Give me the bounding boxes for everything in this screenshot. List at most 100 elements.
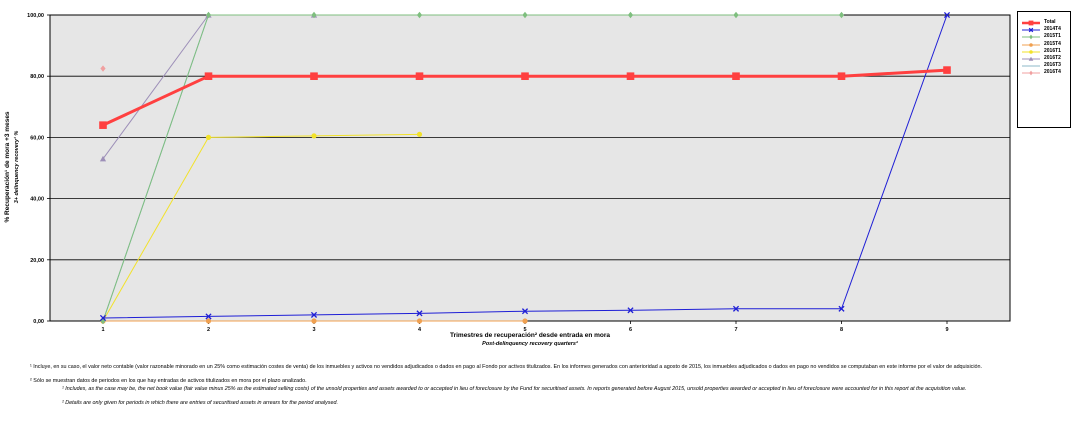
legend-label: 2016T3 (1044, 62, 1061, 69)
legend-label: 2015T1 (1044, 33, 1061, 40)
data-point (415, 72, 424, 80)
series-2015t1 (100, 11, 845, 325)
x-tick-label: 9 (945, 327, 948, 333)
x-tick-label: 7 (734, 327, 737, 333)
x-tick-label: 1 (101, 327, 104, 333)
y-axis-label-en: 3+ delinquency recovery¹ % (13, 131, 20, 204)
x-axis-ticks: 1 2 3 4 5 6 7 8 9 (101, 321, 949, 333)
series-2014t4 (99, 11, 951, 321)
legend-swatch (1022, 56, 1040, 61)
series-line (102, 14, 842, 322)
legend-swatch (1022, 49, 1040, 54)
legend-marker (1028, 20, 1034, 26)
data-point (310, 72, 318, 80)
legend-label: 2015T4 (1044, 40, 1061, 47)
legend-item: 2015T4 (1018, 40, 1070, 48)
data-point (838, 11, 845, 19)
y-axis-ticks: 0,00 20,00 40,00 60,00 80,00 100,00 (27, 13, 50, 325)
data-point (943, 11, 951, 19)
data-point (521, 72, 529, 80)
y-tick-label: 0,00 (33, 319, 44, 325)
data-point (99, 155, 107, 162)
x-tick-label: 6 (629, 327, 632, 333)
footnote-en-2: ² Details are only given for periods in … (62, 400, 338, 406)
data-point (204, 72, 213, 80)
y-tick-label: 80,00 (30, 74, 44, 80)
legend-item: 2016T3 (1018, 62, 1070, 69)
data-point (522, 318, 528, 324)
y-tick-label: 100,00 (27, 13, 44, 19)
legend-item: 2016T1 (1018, 47, 1070, 55)
legend: Total 2014T4 2015T1 2015T4 2016T1 2016T2 2016T… (1017, 11, 1071, 128)
legend-marker (1029, 42, 1033, 47)
legend-item: 2016T2 (1018, 55, 1070, 62)
x-tick-label: 3 (312, 327, 315, 333)
legend-label: 2014T4 (1044, 26, 1061, 33)
data-point (205, 318, 212, 324)
data-point (311, 133, 317, 139)
legend-label: 2016T2 (1044, 55, 1061, 61)
x-tick-label: 5 (523, 327, 526, 333)
legend-swatch (1022, 65, 1040, 67)
data-point (205, 313, 212, 320)
data-point (838, 305, 845, 312)
y-axis-label: % Recuperación¹ de mora +3 meses (4, 111, 11, 222)
y-tick-label: 40,00 (30, 197, 44, 203)
data-point (522, 11, 528, 19)
legend-marker (1029, 49, 1033, 54)
legend-marker (1029, 70, 1033, 76)
legend-item: Total (1018, 19, 1070, 26)
data-point (100, 317, 106, 325)
series-line (102, 133, 420, 322)
footnote-es-1: ¹ Incluye, en su caso, el valor neto con… (30, 364, 983, 370)
legend-item: 2015T1 (1018, 33, 1070, 40)
legend-swatch (1022, 70, 1040, 76)
footnote-es-2: ² Sólo se muestran datos de periodos en … (30, 378, 307, 384)
data-point (100, 65, 106, 72)
data-point (99, 314, 107, 321)
legend-swatch (1022, 27, 1040, 33)
data-point (311, 318, 317, 324)
x-axis-label-en: Post-delinquency recovery quarters² (482, 340, 578, 347)
y-tick-label: 60,00 (30, 135, 44, 141)
x-tick-label: 8 (840, 327, 843, 333)
data-point (732, 72, 740, 80)
data-point (205, 11, 212, 19)
legend-marker (1028, 27, 1034, 33)
series-2016t4 (100, 65, 106, 72)
data-point (99, 121, 107, 129)
plot-area (49, 14, 1011, 322)
data-point (521, 308, 529, 315)
x-tick-label: 4 (418, 327, 422, 333)
legend-item: 2014T4 (1018, 26, 1070, 33)
legend-label: 2016T1 (1044, 47, 1061, 54)
series-total (99, 66, 951, 129)
x-tick-label: 2 (207, 327, 210, 333)
legend-item: 2016T4 (1018, 69, 1070, 76)
data-point (416, 131, 423, 137)
x-axis-label: Trimestres de recuperación² desde entrad… (450, 332, 610, 339)
data-point (205, 134, 212, 140)
data-point (627, 11, 634, 19)
data-point (310, 311, 318, 318)
series-group (99, 11, 951, 325)
data-point (732, 305, 740, 312)
legend-swatch (1022, 20, 1040, 26)
data-point (837, 72, 846, 80)
footnote-en-1: ¹ Includes, as the case may be, the net … (62, 386, 967, 392)
legend-swatch (1022, 34, 1040, 40)
y-tick-label: 20,00 (30, 258, 44, 264)
data-point (733, 11, 739, 19)
data-point (943, 66, 951, 74)
legend-label: Total (1044, 19, 1056, 25)
legend-label: 2016T4 (1044, 69, 1061, 76)
data-point (311, 11, 317, 19)
series-2015t4 (100, 318, 528, 324)
legend-swatch (1022, 42, 1040, 47)
data-point (416, 310, 423, 317)
legend-marker (1029, 34, 1033, 40)
data-point (626, 72, 635, 80)
data-point (627, 307, 634, 314)
legend-marker (1028, 56, 1034, 61)
